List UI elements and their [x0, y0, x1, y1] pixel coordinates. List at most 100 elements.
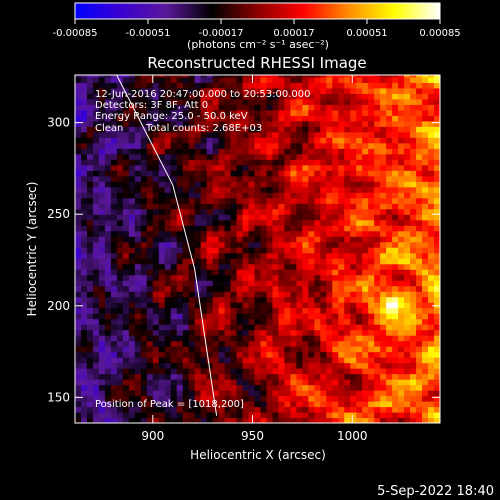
- heatmap-cell: [362, 153, 369, 160]
- heatmap-cell: [98, 75, 106, 78]
- heatmap-cell: [86, 357, 94, 364]
- heatmap-cell: [380, 401, 387, 408]
- heatmap-cell: [128, 258, 136, 265]
- heatmap-cell: [236, 131, 244, 138]
- heatmap-cell: [200, 225, 208, 232]
- heatmap-cell: [374, 76, 381, 83]
- heatmap-cell: [218, 318, 226, 325]
- heatmap-cell: [338, 148, 345, 155]
- heatmap-cell: [434, 296, 440, 303]
- heatmap-cell: [236, 384, 244, 391]
- heatmap-cell: [380, 131, 387, 138]
- heatmap-cell: [218, 252, 226, 259]
- heatmap-cell: [224, 75, 232, 78]
- heatmap-cell: [242, 203, 250, 210]
- heatmap-cell: [344, 296, 351, 303]
- heatmap-cell: [362, 181, 369, 188]
- heatmap-cell: [158, 390, 166, 397]
- heatmap-cell: [422, 384, 429, 391]
- heatmap-cell: [242, 104, 250, 111]
- heatmap-cell: [248, 98, 256, 105]
- heatmap-cell: [332, 335, 339, 342]
- chart-title: Reconstructed RHESSI Image: [147, 54, 366, 72]
- heatmap-cell: [248, 373, 256, 380]
- heatmap-cell: [350, 181, 357, 188]
- heatmap-cell: [314, 120, 321, 127]
- heatmap-cell: [98, 241, 106, 248]
- heatmap-cell: [326, 203, 333, 210]
- heatmap-cell: [152, 269, 160, 276]
- heatmap-cell: [170, 406, 178, 413]
- heatmap-cell: [98, 417, 106, 423]
- heatmap-cell: [75, 417, 82, 423]
- heatmap-cell: [350, 131, 357, 138]
- heatmap-cell: [182, 87, 190, 94]
- heatmap-cell: [188, 225, 196, 232]
- heatmap-cell: [188, 170, 196, 177]
- heatmap-cell: [284, 351, 292, 358]
- heatmap-cell: [206, 417, 214, 423]
- heatmap-cell: [368, 285, 375, 292]
- heatmap-cell: [122, 93, 130, 100]
- heatmap-cell: [368, 126, 375, 133]
- heatmap-cell: [398, 373, 405, 380]
- heatmap-cell: [260, 379, 268, 386]
- heatmap-cell: [218, 186, 226, 193]
- heatmap-cell: [344, 126, 351, 133]
- heatmap-cell: [86, 313, 94, 320]
- heatmap-cell: [236, 153, 244, 160]
- heatmap-cell: [134, 384, 142, 391]
- heatmap-cell: [170, 285, 178, 292]
- heatmap-cell: [368, 351, 375, 358]
- heatmap-cell: [110, 379, 118, 386]
- heatmap-cell: [386, 109, 393, 116]
- heatmap-cell: [338, 263, 345, 270]
- heatmap-cell: [158, 203, 166, 210]
- heatmap-cell: [236, 225, 244, 232]
- x-tick-label: 1000: [337, 429, 368, 443]
- heatmap-cell: [404, 368, 411, 375]
- heatmap-cell: [158, 192, 166, 199]
- heatmap-cell: [122, 159, 130, 166]
- heatmap-cell: [326, 153, 333, 160]
- heatmap-cell: [236, 98, 244, 105]
- heatmap-cell: [152, 307, 160, 314]
- heatmap-cell: [404, 214, 411, 221]
- heatmap-cell: [128, 395, 136, 402]
- heatmap-cell: [110, 351, 118, 358]
- heatmap-cell: [272, 142, 280, 149]
- heatmap-cell: [188, 318, 196, 325]
- heatmap-cell: [92, 241, 100, 248]
- heatmap-cell: [344, 390, 351, 397]
- heatmap-cell: [242, 406, 250, 413]
- heatmap-cell: [140, 164, 148, 171]
- heatmap-cell: [182, 412, 190, 419]
- heatmap-cell: [236, 247, 244, 254]
- heatmap-cell: [98, 269, 106, 276]
- heatmap-cell: [140, 302, 148, 309]
- heatmap-cell: [266, 274, 274, 281]
- heatmap-cell: [398, 280, 405, 287]
- heatmap-cell: [254, 379, 262, 386]
- heatmap-cell: [368, 82, 375, 89]
- heatmap-cell: [152, 384, 160, 391]
- heatmap-cell: [75, 76, 82, 83]
- heatmap-cell: [236, 197, 244, 204]
- heatmap-cell: [380, 274, 387, 281]
- heatmap-cell: [236, 373, 244, 380]
- heatmap-cell: [308, 225, 315, 232]
- heatmap-cell: [362, 159, 369, 166]
- heatmap-cell: [308, 109, 315, 116]
- heatmap-cell: [344, 186, 351, 193]
- heatmap-cell: [278, 368, 286, 375]
- heatmap-cell: [392, 82, 399, 89]
- heatmap-cell: [80, 214, 88, 221]
- heatmap-cell: [392, 197, 399, 204]
- heatmap-cell: [75, 263, 82, 270]
- heatmap-cell: [212, 214, 220, 221]
- heatmap-cell: [404, 274, 411, 281]
- heatmap-cell: [326, 346, 333, 353]
- heatmap-cell: [140, 395, 148, 402]
- heatmap-cell: [230, 291, 238, 298]
- heatmap-cell: [206, 76, 214, 83]
